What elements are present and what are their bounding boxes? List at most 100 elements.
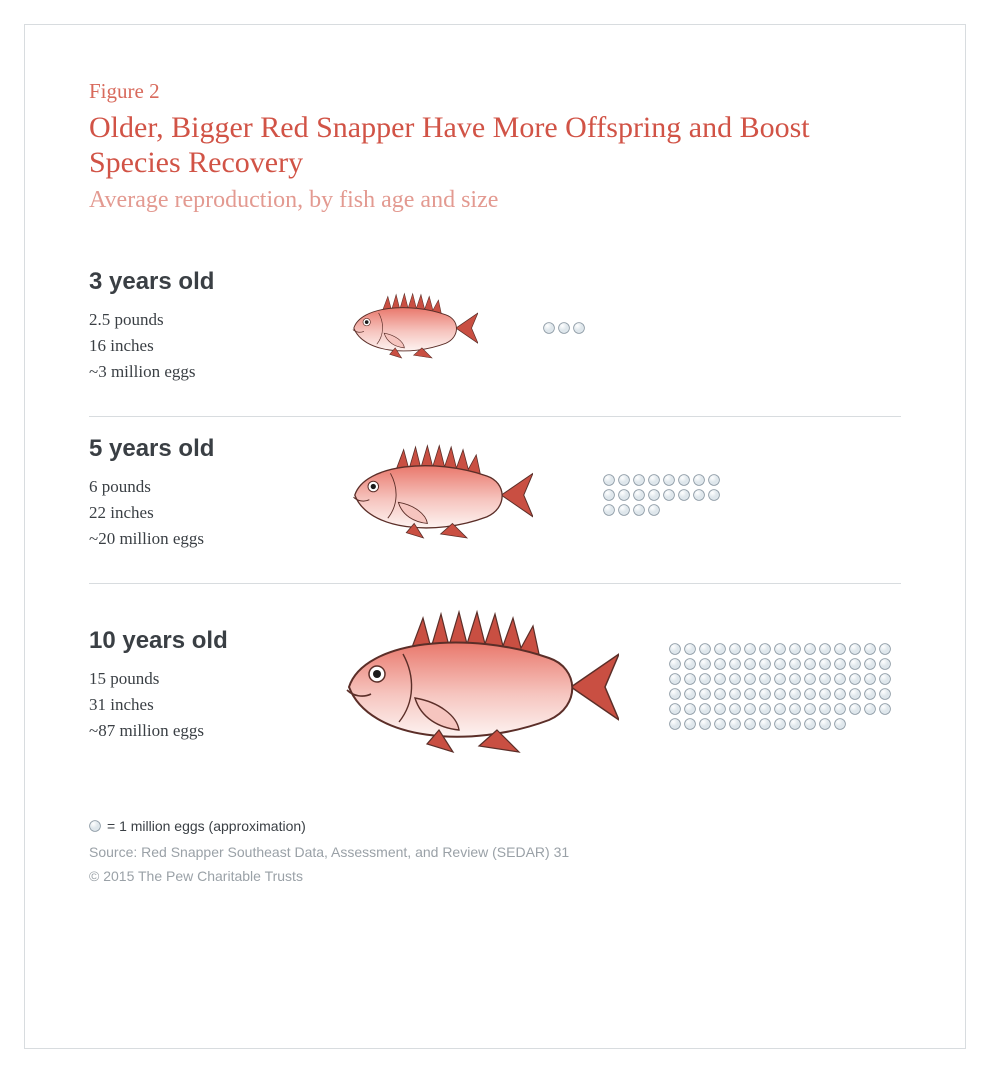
egg-icon — [774, 673, 786, 685]
egg-icon — [693, 474, 705, 486]
length-label: 22 inches — [89, 503, 309, 523]
egg-icon — [708, 474, 720, 486]
fish-icon — [309, 439, 559, 551]
egg-icon — [699, 718, 711, 730]
age-label: 5 years old — [89, 435, 309, 463]
weight-label: 2.5 pounds — [89, 310, 309, 330]
egg-icon — [699, 703, 711, 715]
egg-icon — [759, 643, 771, 655]
egg-icon — [729, 658, 741, 670]
egg-icon — [804, 643, 816, 655]
egg-icon — [879, 673, 891, 685]
egg-icon — [804, 703, 816, 715]
egg-icon — [669, 718, 681, 730]
eggs-grid — [603, 474, 720, 516]
egg-icon — [603, 504, 615, 516]
eggs-label: ~20 million eggs — [89, 529, 309, 549]
egg-icon — [879, 688, 891, 700]
egg-icon — [744, 718, 756, 730]
eggs-block — [543, 322, 585, 334]
weight-label: 15 pounds — [89, 669, 309, 689]
egg-icon — [714, 658, 726, 670]
egg-icon — [819, 658, 831, 670]
egg-icon — [864, 643, 876, 655]
egg-icon — [648, 489, 660, 501]
egg-icon — [729, 688, 741, 700]
egg-icon — [633, 504, 645, 516]
egg-icon — [699, 643, 711, 655]
egg-icon — [618, 504, 630, 516]
eggs-block — [603, 474, 720, 516]
stats-block: 3 years old 2.5 pounds 16 inches ~3 mill… — [89, 268, 309, 388]
egg-icon — [699, 658, 711, 670]
figure-title: Older, Bigger Red Snapper Have More Offs… — [89, 110, 869, 181]
egg-icon — [774, 643, 786, 655]
egg-icon — [648, 504, 660, 516]
egg-icon — [744, 643, 756, 655]
legend: = 1 million eggs (approximation) — [89, 818, 901, 834]
egg-icon — [618, 489, 630, 501]
egg-icon — [663, 489, 675, 501]
egg-icon — [708, 489, 720, 501]
eggs-row — [603, 489, 720, 501]
egg-icon — [678, 474, 690, 486]
data-row: 3 years old 2.5 pounds 16 inches ~3 mill… — [89, 250, 901, 416]
egg-icon — [669, 688, 681, 700]
egg-icon — [819, 643, 831, 655]
eggs-label: ~87 million eggs — [89, 721, 309, 741]
egg-icon — [789, 673, 801, 685]
egg-icon — [669, 703, 681, 715]
egg-icon — [789, 718, 801, 730]
egg-icon — [759, 673, 771, 685]
egg-icon — [819, 688, 831, 700]
egg-icon — [789, 643, 801, 655]
egg-icon — [618, 474, 630, 486]
egg-icon — [834, 658, 846, 670]
egg-icon — [633, 489, 645, 501]
egg-icon — [774, 703, 786, 715]
eggs-grid — [669, 643, 891, 730]
egg-icon — [744, 703, 756, 715]
eggs-row — [603, 504, 720, 516]
eggs-row — [543, 322, 585, 334]
egg-icon — [573, 322, 585, 334]
egg-icon — [864, 688, 876, 700]
egg-icon — [744, 673, 756, 685]
egg-icon — [849, 643, 861, 655]
egg-icon — [669, 673, 681, 685]
egg-icon — [759, 658, 771, 670]
egg-icon — [714, 703, 726, 715]
weight-label: 6 pounds — [89, 477, 309, 497]
egg-icon — [834, 673, 846, 685]
rows-container: 3 years old 2.5 pounds 16 inches ~3 mill… — [89, 250, 901, 800]
egg-icon — [774, 658, 786, 670]
egg-icon — [699, 673, 711, 685]
egg-icon — [89, 820, 101, 832]
stats-block: 10 years old 15 pounds 31 inches ~87 mil… — [89, 627, 309, 747]
egg-icon — [849, 673, 861, 685]
data-row: 5 years old 6 pounds 22 inches ~20 milli… — [89, 417, 901, 583]
egg-icon — [819, 703, 831, 715]
egg-icon — [864, 703, 876, 715]
egg-icon — [789, 658, 801, 670]
eggs-row — [669, 643, 891, 655]
eggs-row — [603, 474, 720, 486]
egg-icon — [759, 688, 771, 700]
eggs-block — [669, 643, 891, 730]
eggs-row — [669, 673, 891, 685]
length-label: 16 inches — [89, 336, 309, 356]
egg-icon — [558, 322, 570, 334]
age-label: 10 years old — [89, 627, 309, 655]
egg-icon — [603, 489, 615, 501]
eggs-row — [669, 658, 891, 670]
egg-icon — [678, 489, 690, 501]
egg-icon — [744, 658, 756, 670]
egg-icon — [804, 658, 816, 670]
figure-frame: Figure 2 Older, Bigger Red Snapper Have … — [24, 24, 966, 1049]
egg-icon — [714, 688, 726, 700]
egg-icon — [879, 703, 891, 715]
page: Figure 2 Older, Bigger Red Snapper Have … — [0, 0, 990, 1073]
egg-icon — [879, 643, 891, 655]
egg-icon — [714, 718, 726, 730]
egg-icon — [684, 643, 696, 655]
